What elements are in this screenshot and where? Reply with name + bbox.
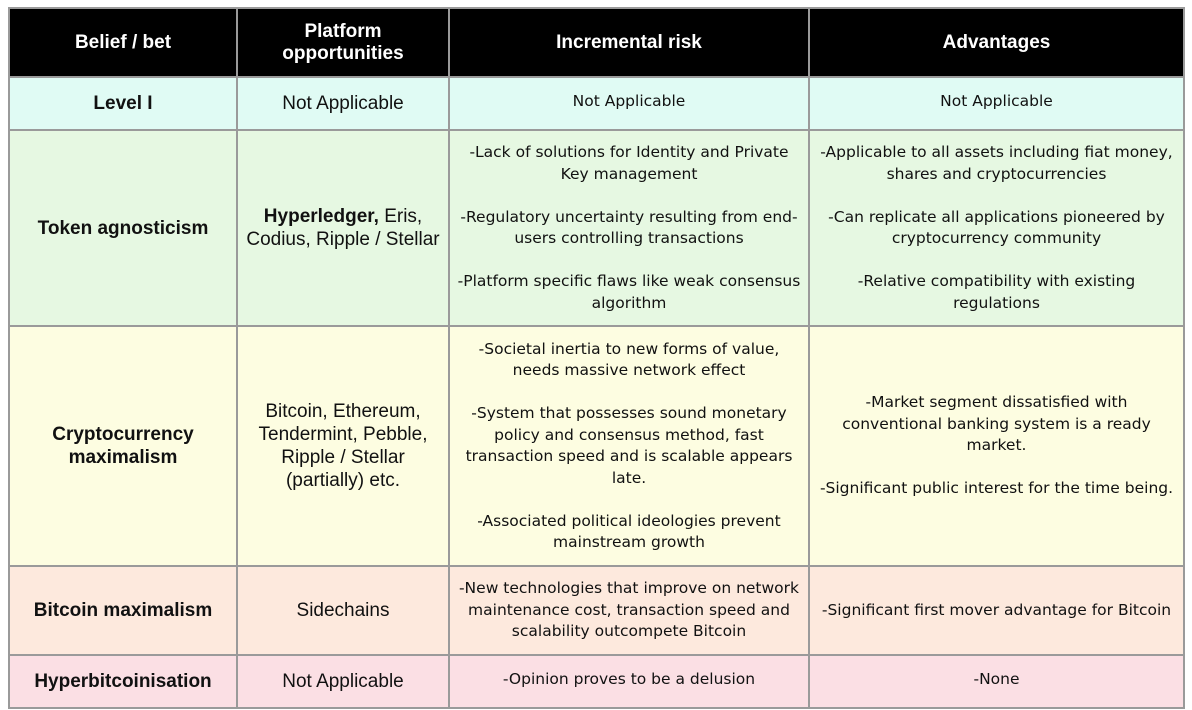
table-row: Level I Not Applicable Not Applicable Not A…	[8, 76, 1185, 131]
platform-cell: Hyperledger, Eris, Codius, Ripple / Stel…	[236, 129, 450, 327]
table-row: Token agnosticism Hyperledger, Eris, Codi…	[8, 129, 1185, 327]
advantage-cell: -Significant first mover advantage for B…	[808, 565, 1185, 656]
table-header: Belief / bet Platform opportunities Increm…	[8, 7, 1185, 78]
risk-item: -System that possesses sound monetary po…	[465, 404, 793, 487]
comparison-table: Belief / bet Platform opportunities Increm…	[8, 7, 1185, 709]
advantage-cell: -Applicable to all assets including fiat…	[808, 129, 1185, 327]
platform-cell: Not Applicable	[236, 654, 450, 709]
advantage-item: -Significant first mover advantage for B…	[821, 600, 1172, 619]
belief-cell: Token agnosticism	[8, 129, 238, 327]
advantage-cell: -Market segment dissatisfied with conven…	[808, 325, 1185, 567]
platform-cell: Not Applicable	[236, 76, 450, 131]
platform-text: Sidechains	[296, 600, 390, 621]
advantage-item: -Can replicate all applications pioneere…	[828, 207, 1165, 248]
table-row: Bitcoin maximalism Sidechains -New technol…	[8, 565, 1185, 656]
advantage-item: -Significant public interest for the tim…	[819, 479, 1174, 498]
belief-cell: Cryptocurrency maximalism	[8, 325, 238, 567]
risk-item: -Opinion proves to be a delusion	[502, 669, 756, 688]
risk-item: -Lack of solutions for Identity and Priv…	[469, 143, 789, 183]
advantage-cell: Not Applicable	[808, 76, 1185, 131]
advantage-item: -None	[973, 669, 1020, 688]
risk-item: -Societal inertia to new forms of value,…	[478, 339, 780, 380]
header-cell: Incremental risk	[448, 7, 810, 78]
table-row: Hyperbitcoinisation Not Applicable -Opinio…	[8, 654, 1185, 709]
advantage-cell: -None	[808, 654, 1185, 709]
risk-cell: -Opinion proves to be a delusion	[448, 654, 810, 709]
risk-item: -Associated political ideologies prevent…	[477, 511, 781, 552]
belief-cell: Bitcoin maximalism	[8, 565, 238, 656]
advantage-item: -Applicable to all assets including fiat…	[820, 143, 1173, 183]
risk-item: -Regulatory uncertainty resulting from e…	[460, 207, 798, 248]
platform-text: Not Applicable	[282, 93, 404, 114]
risk-item: -New technologies that improve on networ…	[458, 579, 800, 641]
table-body: Level I Not Applicable Not Applicable Not A…	[8, 76, 1185, 709]
header-cell: Belief / bet	[8, 7, 238, 78]
platform-cell: Sidechains	[236, 565, 450, 656]
header-row: Belief / bet Platform opportunities Increm…	[8, 7, 1185, 78]
table-row: Cryptocurrency maximalism Bitcoin, Ethere…	[8, 325, 1185, 567]
belief-cell: Level I	[8, 76, 238, 131]
platform-text: Eris, Codius, Ripple / Stellar	[246, 206, 440, 250]
header-cell: Platform opportunities	[236, 7, 450, 78]
advantage-item: Not Applicable	[940, 91, 1053, 110]
risk-cell: Not Applicable	[448, 76, 810, 131]
risk-cell: -Societal inertia to new forms of value,…	[448, 325, 810, 567]
risk-item: Not Applicable	[572, 91, 686, 110]
risk-cell: -New technologies that improve on networ…	[448, 565, 810, 656]
advantage-item: -Market segment dissatisfied with conven…	[842, 393, 1151, 455]
platform-cell: Bitcoin, Ethereum, Tendermint, Pebble, R…	[236, 325, 450, 567]
risk-cell: -Lack of solutions for Identity and Priv…	[448, 129, 810, 327]
platform-text: Hyperledger,	[263, 206, 379, 227]
advantage-item: -Relative compatibility with existing re…	[857, 272, 1136, 312]
belief-cell: Hyperbitcoinisation	[8, 654, 238, 709]
platform-text: Bitcoin, Ethereum, Tendermint, Pebble, R…	[258, 401, 428, 491]
platform-text: Not Applicable	[282, 671, 404, 692]
risk-item: -Platform specific flaws like weak conse…	[457, 272, 801, 312]
header-cell: Advantages	[808, 7, 1185, 78]
table-wrap: Belief / bet Platform opportunities Increm…	[8, 7, 1185, 709]
